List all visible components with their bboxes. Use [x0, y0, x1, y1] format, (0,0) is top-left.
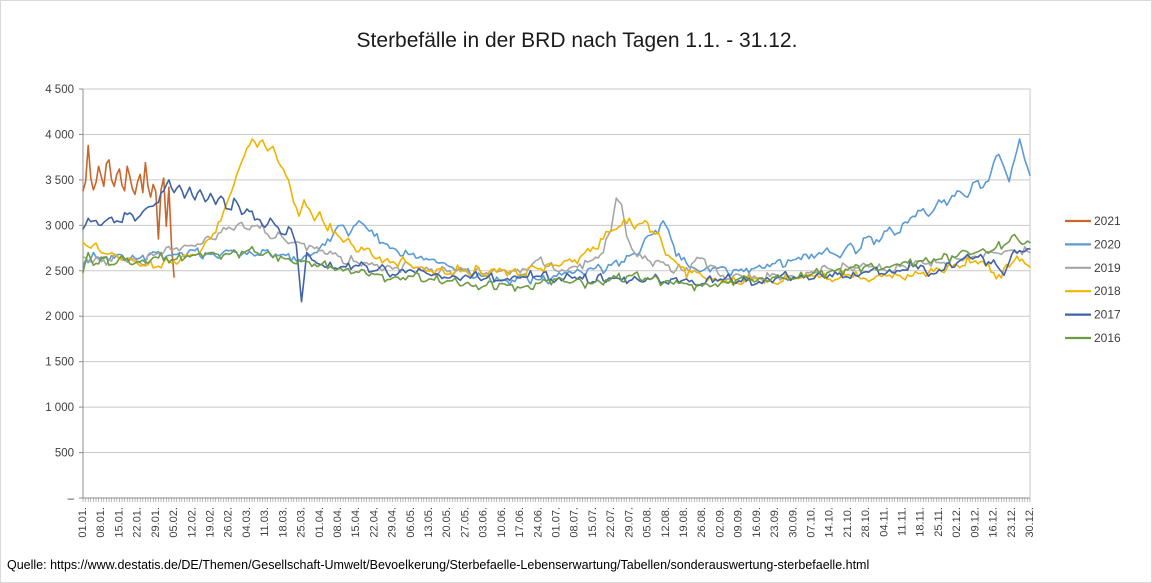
- x-axis-label: 15.01.: [113, 507, 125, 538]
- x-axis-label: 20.05.: [441, 507, 453, 538]
- x-axis-label: 28.10.: [860, 507, 872, 538]
- x-axis-label: 10.06.: [496, 507, 508, 538]
- x-axis-label: 09.09.: [733, 507, 745, 538]
- x-axis-label: 15.07.: [587, 507, 599, 538]
- x-axis-label: 07.10.: [805, 507, 817, 538]
- legend-label: 2020: [1094, 237, 1121, 251]
- series-line-2021: [82, 144, 175, 278]
- x-axis-label: 05.08.: [642, 507, 654, 538]
- chart-title: Sterbefälle in der BRD nach Tagen 1.1. -…: [356, 29, 798, 52]
- legend-label: 2018: [1094, 284, 1121, 298]
- x-axis-label: 04.03.: [241, 507, 253, 538]
- y-axis-label: 3 500: [45, 175, 74, 187]
- series-line-2018: [82, 138, 1031, 286]
- y-axis-label: 1 000: [45, 402, 74, 414]
- x-axis-label: 21.10.: [842, 507, 854, 538]
- x-axis-label: 08.04.: [332, 507, 344, 538]
- x-axis-label: 22.07.: [605, 507, 617, 538]
- source-caption: Quelle: https://www.destatis.de/DE/Theme…: [7, 558, 870, 572]
- x-axis-label: 22.04.: [368, 507, 380, 538]
- legend-item-2017: 2017: [1065, 308, 1121, 322]
- legend-item-2019: 2019: [1065, 261, 1121, 275]
- x-axis-label: 06.05.: [405, 507, 417, 538]
- legend-label: 2019: [1094, 261, 1121, 275]
- x-axis-label: 27.05.: [459, 507, 471, 538]
- y-axis-label: 500: [55, 448, 74, 460]
- y-axis-label: 1 500: [45, 357, 74, 369]
- x-axis-label: 23.09.: [769, 507, 781, 538]
- y-axis-label: 2 000: [45, 311, 74, 323]
- x-axis-label: 01.04.: [314, 507, 326, 538]
- x-axis-label: 15.04.: [350, 507, 362, 538]
- x-axis-label: 14.10.: [824, 507, 836, 538]
- x-axis-label: 16.09.: [751, 507, 763, 538]
- x-axis-label: 30.09.: [787, 507, 799, 538]
- x-axis-label: 01.01.: [77, 507, 89, 538]
- legend-label: 2016: [1094, 331, 1121, 345]
- x-axis-label: 01.07.: [551, 507, 563, 538]
- x-axis-label: 11.11.: [897, 507, 909, 536]
- x-axis-label: 04.11.: [878, 507, 890, 537]
- legend-label: 2017: [1094, 308, 1121, 322]
- chart-plot-area: – 500 1 000 1 500 2 000 2 500 3 000 3 500 4 000 4…: [45, 84, 1121, 538]
- x-axis-label: 26.08.: [696, 507, 708, 538]
- legend: 2021 2020 2019 2018 2017 2016: [1065, 214, 1121, 345]
- x-axis-label: 30.12.: [1024, 507, 1036, 538]
- legend-item-2021: 2021: [1065, 214, 1121, 228]
- x-axis-label: 29.01.: [150, 507, 162, 538]
- legend-item-2016: 2016: [1065, 331, 1121, 345]
- x-axis-label: 11.03.: [259, 507, 271, 537]
- series-line-2016: [82, 233, 1031, 292]
- y-axis-label: 2 500: [45, 266, 74, 278]
- x-axis-label: 08.01.: [95, 507, 107, 538]
- x-axis-label: 18.03.: [277, 507, 289, 538]
- x-axis-label: 17.06.: [514, 507, 526, 538]
- x-axis-label: 24.06.: [532, 507, 544, 538]
- x-axis-label: 19.02.: [204, 507, 216, 538]
- x-axis-label: 29.07.: [623, 507, 635, 538]
- x-axis-label: 29.04.: [387, 507, 399, 538]
- legend-item-2018: 2018: [1065, 284, 1121, 298]
- x-axis-label: 12.08.: [660, 507, 672, 538]
- x-axis-label: 25.11.: [933, 507, 945, 537]
- series-line-2020: [82, 138, 1031, 286]
- y-axis-label: –: [68, 493, 75, 505]
- series-line-2017: [82, 179, 1031, 303]
- x-axis-label: 08.07.: [569, 507, 581, 538]
- legend-item-2020: 2020: [1065, 237, 1121, 251]
- x-axis-label: 25.03.: [296, 507, 308, 538]
- x-axis-label: 05.02.: [168, 507, 180, 538]
- x-axis-label: 16.12.: [988, 507, 1000, 538]
- x-axis-label: 18.11.: [915, 507, 927, 537]
- x-axis-label: 02.09.: [714, 507, 726, 538]
- x-axis-label: 22.01.: [132, 507, 144, 538]
- legend-label: 2021: [1094, 214, 1121, 228]
- x-axis-label: 09.12.: [969, 507, 981, 538]
- x-axis-label: 12.02.: [186, 507, 198, 538]
- x-axis-label: 02.12.: [951, 507, 963, 538]
- series-line-2019: [82, 197, 1031, 284]
- x-axis-label: 19.08.: [678, 507, 690, 538]
- x-axis-label: 26.02.: [223, 507, 235, 538]
- y-axis-label: 4 000: [45, 129, 74, 141]
- x-axis-label: 03.06.: [478, 507, 490, 538]
- x-axis-label: 13.05.: [423, 507, 435, 538]
- y-axis-label: 3 000: [45, 220, 74, 232]
- x-axis-label: 23.12.: [1006, 507, 1018, 538]
- y-axis-label: 4 500: [45, 84, 74, 96]
